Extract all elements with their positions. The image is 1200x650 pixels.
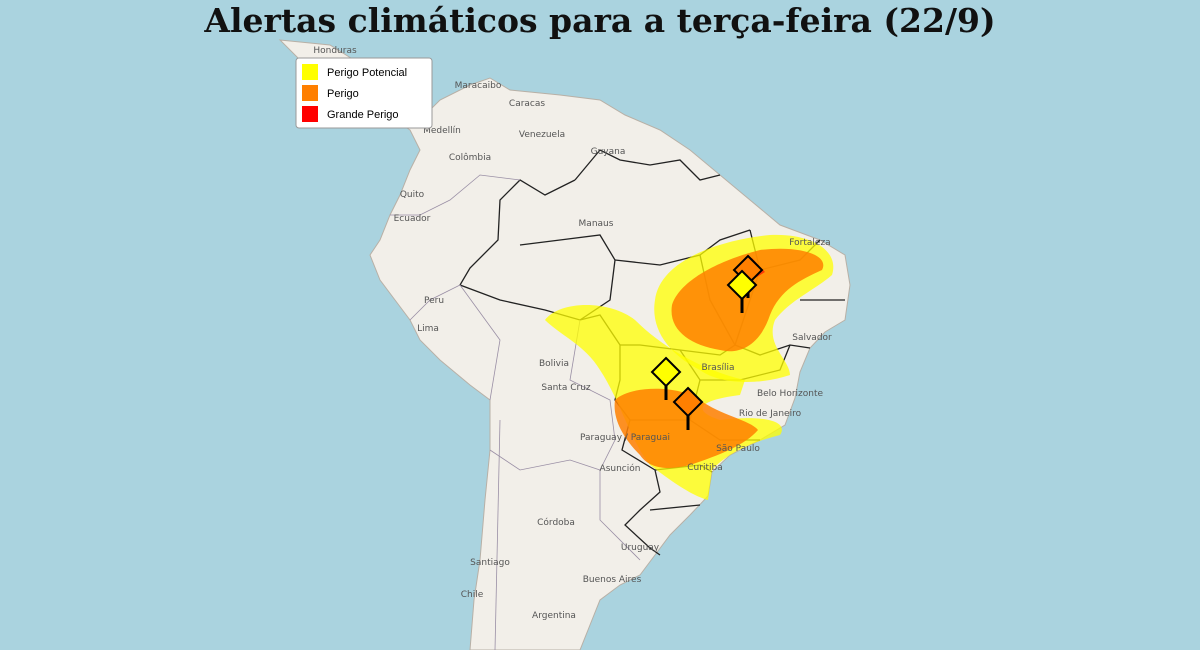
legend-swatch: [302, 106, 318, 122]
place-label: São Paulo: [716, 444, 760, 454]
legend-label: Perigo Potencial: [327, 67, 407, 79]
place-label: Guyana: [591, 147, 626, 157]
title: Alertas climáticos para a terça-feira (2…: [203, 1, 995, 40]
place-label: Salvador: [792, 333, 832, 343]
place-label: Buenos Aires: [583, 575, 642, 585]
legend-label: Perigo: [327, 88, 359, 100]
place-label: Córdoba: [537, 517, 575, 528]
place-label: Paraguay / Paraguai: [580, 433, 670, 443]
place-label: Peru: [424, 296, 444, 306]
place-label: Quito: [400, 190, 425, 200]
place-label: Fortaleza: [789, 238, 830, 248]
place-label: Belo Horizonte: [757, 389, 824, 399]
place-label: Maracaibo: [455, 81, 502, 91]
place-label: Ecuador: [394, 214, 431, 224]
place-label: Chile: [461, 590, 484, 600]
alert-danger: [671, 248, 824, 352]
marker-sign: [650, 356, 682, 388]
place-label: Santa Cruz: [541, 383, 591, 393]
place-label: Asunción: [600, 463, 641, 474]
legend-box: [295, 57, 433, 129]
place-label: Uruguay: [621, 543, 660, 553]
legend-swatch: [302, 64, 318, 80]
marker-sign: [726, 269, 758, 301]
place-label: Honduras: [313, 46, 357, 56]
place-label: Manaus: [579, 219, 614, 229]
land: [278, 39, 851, 650]
place-label: Caracas: [509, 99, 545, 109]
place-label: Lima: [417, 324, 439, 334]
place-label: Argentina: [532, 611, 576, 621]
legend-swatch: [302, 85, 318, 101]
legend-label: Grande Perigo: [327, 109, 399, 121]
place-label: Santiago: [470, 558, 510, 568]
place-label: Colômbia: [449, 152, 491, 163]
place-label: Venezuela: [519, 130, 565, 140]
alert-danger: [614, 388, 758, 468]
place-label: Medellín: [423, 126, 461, 136]
place-label: Rio de Janeiro: [739, 409, 802, 419]
place-label: Brasília: [701, 363, 734, 373]
marker-sign: [672, 386, 704, 418]
place-label: Bolivia: [539, 359, 569, 369]
alert-areas: [545, 234, 834, 500]
other-borders: [390, 174, 641, 650]
place-label: Curitiba: [687, 463, 722, 473]
